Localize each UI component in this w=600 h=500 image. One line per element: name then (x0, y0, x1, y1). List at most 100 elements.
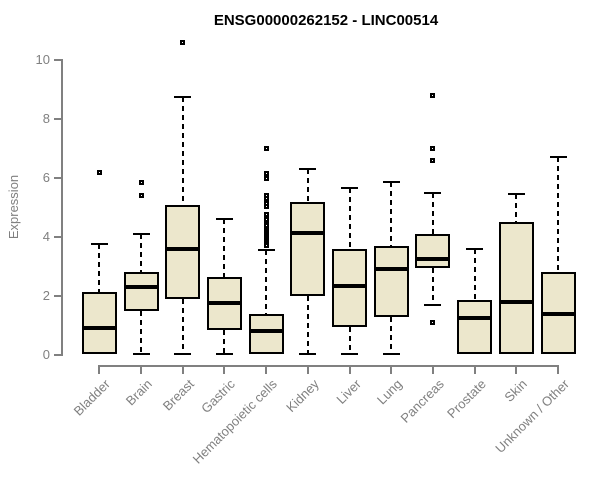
upper-whisker-cap (215, 218, 233, 221)
y-tick-label: 4 (42, 229, 50, 244)
box-plot-box (415, 234, 451, 268)
upper-whisker-line (181, 96, 184, 205)
lower-whisker-line (431, 267, 434, 305)
outlier-point (430, 157, 436, 163)
lower-whisker-cap (424, 303, 442, 306)
lower-whisker-cap (132, 353, 150, 356)
outlier-point (263, 196, 269, 202)
upper-whisker-line (223, 219, 226, 277)
outlier-point (180, 39, 186, 45)
x-tick (306, 367, 309, 374)
x-tick (515, 367, 518, 374)
lower-whisker-line (181, 298, 184, 355)
upper-whisker-line (515, 194, 518, 223)
median-line (540, 311, 576, 316)
outlier-point (96, 169, 102, 175)
box-plot-box (373, 245, 409, 317)
upper-whisker-line (390, 182, 393, 246)
box-plot-box (457, 300, 493, 355)
upper-whisker-line (140, 234, 142, 273)
box-plot-box (332, 248, 367, 327)
lower-whisker-line (140, 310, 142, 355)
upper-whisker-cap (424, 191, 442, 194)
upper-whisker-line (265, 250, 268, 314)
box-plot-box (290, 201, 326, 296)
x-tick (557, 367, 559, 374)
outlier-point (138, 193, 144, 199)
outlier-point (138, 179, 144, 185)
median-line (81, 326, 117, 331)
box-plot-box (248, 313, 284, 355)
median-line (290, 230, 326, 235)
lower-whisker-line (223, 329, 226, 355)
y-tick (54, 295, 61, 297)
upper-whisker-line (98, 244, 101, 292)
x-tick (265, 367, 268, 374)
outlier-point (263, 171, 269, 177)
outlier-point (430, 92, 436, 98)
y-tick-label: 6 (42, 170, 50, 185)
upper-whisker-line (348, 188, 351, 249)
upper-whisker-line (473, 248, 476, 301)
upper-whisker-cap (507, 193, 525, 196)
y-tick-label: 10 (35, 52, 50, 67)
median-line (373, 267, 409, 272)
upper-whisker-line (306, 169, 309, 202)
lower-whisker-cap (299, 353, 317, 356)
lower-whisker-line (348, 326, 351, 355)
upper-whisker-line (431, 192, 434, 235)
outlier-point (430, 146, 436, 151)
upper-whisker-cap (382, 181, 400, 184)
y-tick (54, 236, 61, 238)
y-tick-label: 2 (42, 288, 50, 303)
upper-whisker-cap (466, 247, 484, 250)
median-line (498, 299, 534, 304)
y-tick-label: 0 (42, 347, 50, 362)
x-axis-line (98, 365, 559, 367)
median-line (457, 316, 493, 321)
median-line (248, 329, 284, 334)
upper-whisker-line (557, 157, 559, 273)
y-tick (54, 59, 61, 61)
lower-whisker-cap (382, 353, 400, 356)
outlier-point (263, 175, 269, 181)
outlier-point (263, 203, 269, 209)
median-line (206, 301, 242, 306)
x-tick (473, 367, 476, 374)
y-tick-label: 8 (42, 111, 50, 126)
x-tick (140, 367, 142, 374)
y-tick (54, 354, 61, 356)
upper-whisker-cap (549, 156, 567, 159)
x-tick (181, 367, 184, 374)
x-tick (223, 367, 226, 374)
upper-whisker-cap (90, 243, 108, 246)
chart-title: ENSG00000262152 - LINC00514 (213, 12, 439, 29)
box-plot-box (165, 204, 201, 299)
lower-whisker-line (390, 316, 393, 355)
box-plot-box (81, 291, 117, 355)
median-line (165, 246, 201, 251)
x-tick (348, 367, 351, 374)
upper-whisker-cap (257, 249, 275, 252)
y-tick (54, 177, 61, 179)
box-plot-box (498, 222, 534, 355)
lower-whisker-cap (174, 353, 192, 356)
lower-whisker-line (306, 296, 309, 355)
lower-whisker-cap (215, 353, 233, 356)
upper-whisker-cap (341, 187, 358, 190)
upper-whisker-cap (132, 233, 150, 236)
box-plot-box (123, 272, 159, 311)
x-tick (98, 367, 101, 374)
upper-whisker-cap (174, 95, 192, 98)
median-line (332, 283, 367, 288)
x-tick (390, 367, 393, 374)
upper-whisker-cap (299, 168, 317, 171)
outlier-point (430, 320, 436, 326)
y-axis-line (61, 59, 63, 356)
y-tick (54, 118, 61, 120)
median-line (415, 257, 451, 262)
lower-whisker-cap (341, 353, 358, 356)
outlier-point (263, 243, 269, 249)
median-line (123, 285, 159, 290)
